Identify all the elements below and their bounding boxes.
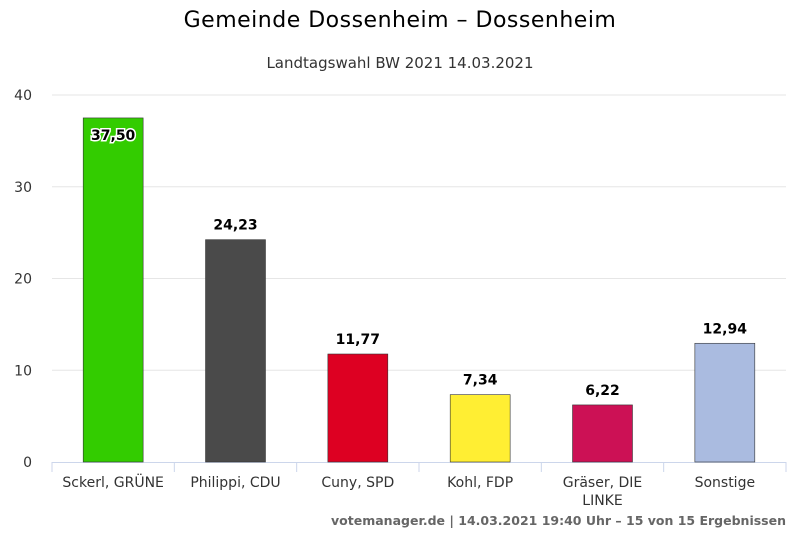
data-label: 6,22 [585, 383, 620, 399]
bar [82, 117, 144, 463]
chart-credits[interactable]: votemanager.de | 14.03.2021 19:40 Uhr – … [331, 513, 786, 528]
y-tick-label: 0 [23, 455, 32, 471]
data-label: 11,77 [336, 332, 380, 348]
bar [205, 239, 266, 463]
x-tick-label: Sonstige [695, 475, 756, 491]
y-tick-label: 20 [14, 272, 32, 288]
x-tick-label: Kohl, FDP [447, 475, 513, 491]
data-label: 37,50 [91, 128, 136, 144]
y-tick-label: 10 [14, 363, 32, 379]
chart-subtitle: Landtagswahl BW 2021 14.03.2021 [266, 54, 534, 72]
x-tick-label: Gräser, DIE [563, 475, 643, 491]
x-tick-label: Sckerl, GRÜNE [62, 473, 164, 491]
bar [694, 342, 756, 463]
y-tick-label: 40 [14, 88, 32, 104]
bar [327, 353, 389, 463]
data-label: 24,23 [213, 218, 257, 234]
y-tick-label: 30 [14, 180, 32, 196]
data-label: 7,34 [463, 373, 498, 389]
x-tick-label: Cuny, SPD [321, 475, 394, 491]
x-tick-label: Philippi, CDU [190, 475, 280, 491]
x-tick-label: LINKE [582, 493, 622, 509]
bar [572, 404, 633, 463]
bar [449, 394, 511, 463]
chart-title: Gemeinde Dossenheim – Dossenheim [183, 8, 617, 33]
data-label: 12,94 [703, 321, 748, 337]
